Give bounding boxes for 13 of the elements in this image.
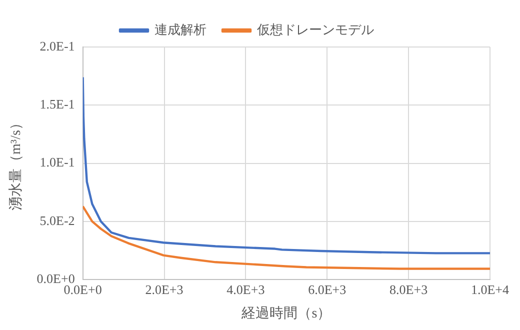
y-tick-label: 2.0E-1	[40, 38, 75, 54]
x-tick-label: 6.0E+3	[308, 282, 346, 297]
legend-label: 仮想ドレーンモデル	[256, 22, 374, 37]
y-axis-title: 湧水量（m³/s）	[8, 116, 24, 211]
x-axis-title: 経過時間（s）	[240, 305, 332, 322]
x-tick-label: 8.0E+3	[390, 282, 428, 297]
y-tick-label: 1.5E-1	[40, 96, 75, 112]
legend-label: 連成解析	[154, 22, 206, 37]
x-tick-label: 2.0E+3	[145, 282, 184, 297]
x-tick-label: 4.0E+3	[226, 282, 265, 297]
y-tick-label: 5.0E-2	[40, 212, 75, 228]
x-tick-label: 1.0E+4	[470, 282, 510, 297]
y-tick-label: 1.0E-1	[40, 154, 75, 170]
